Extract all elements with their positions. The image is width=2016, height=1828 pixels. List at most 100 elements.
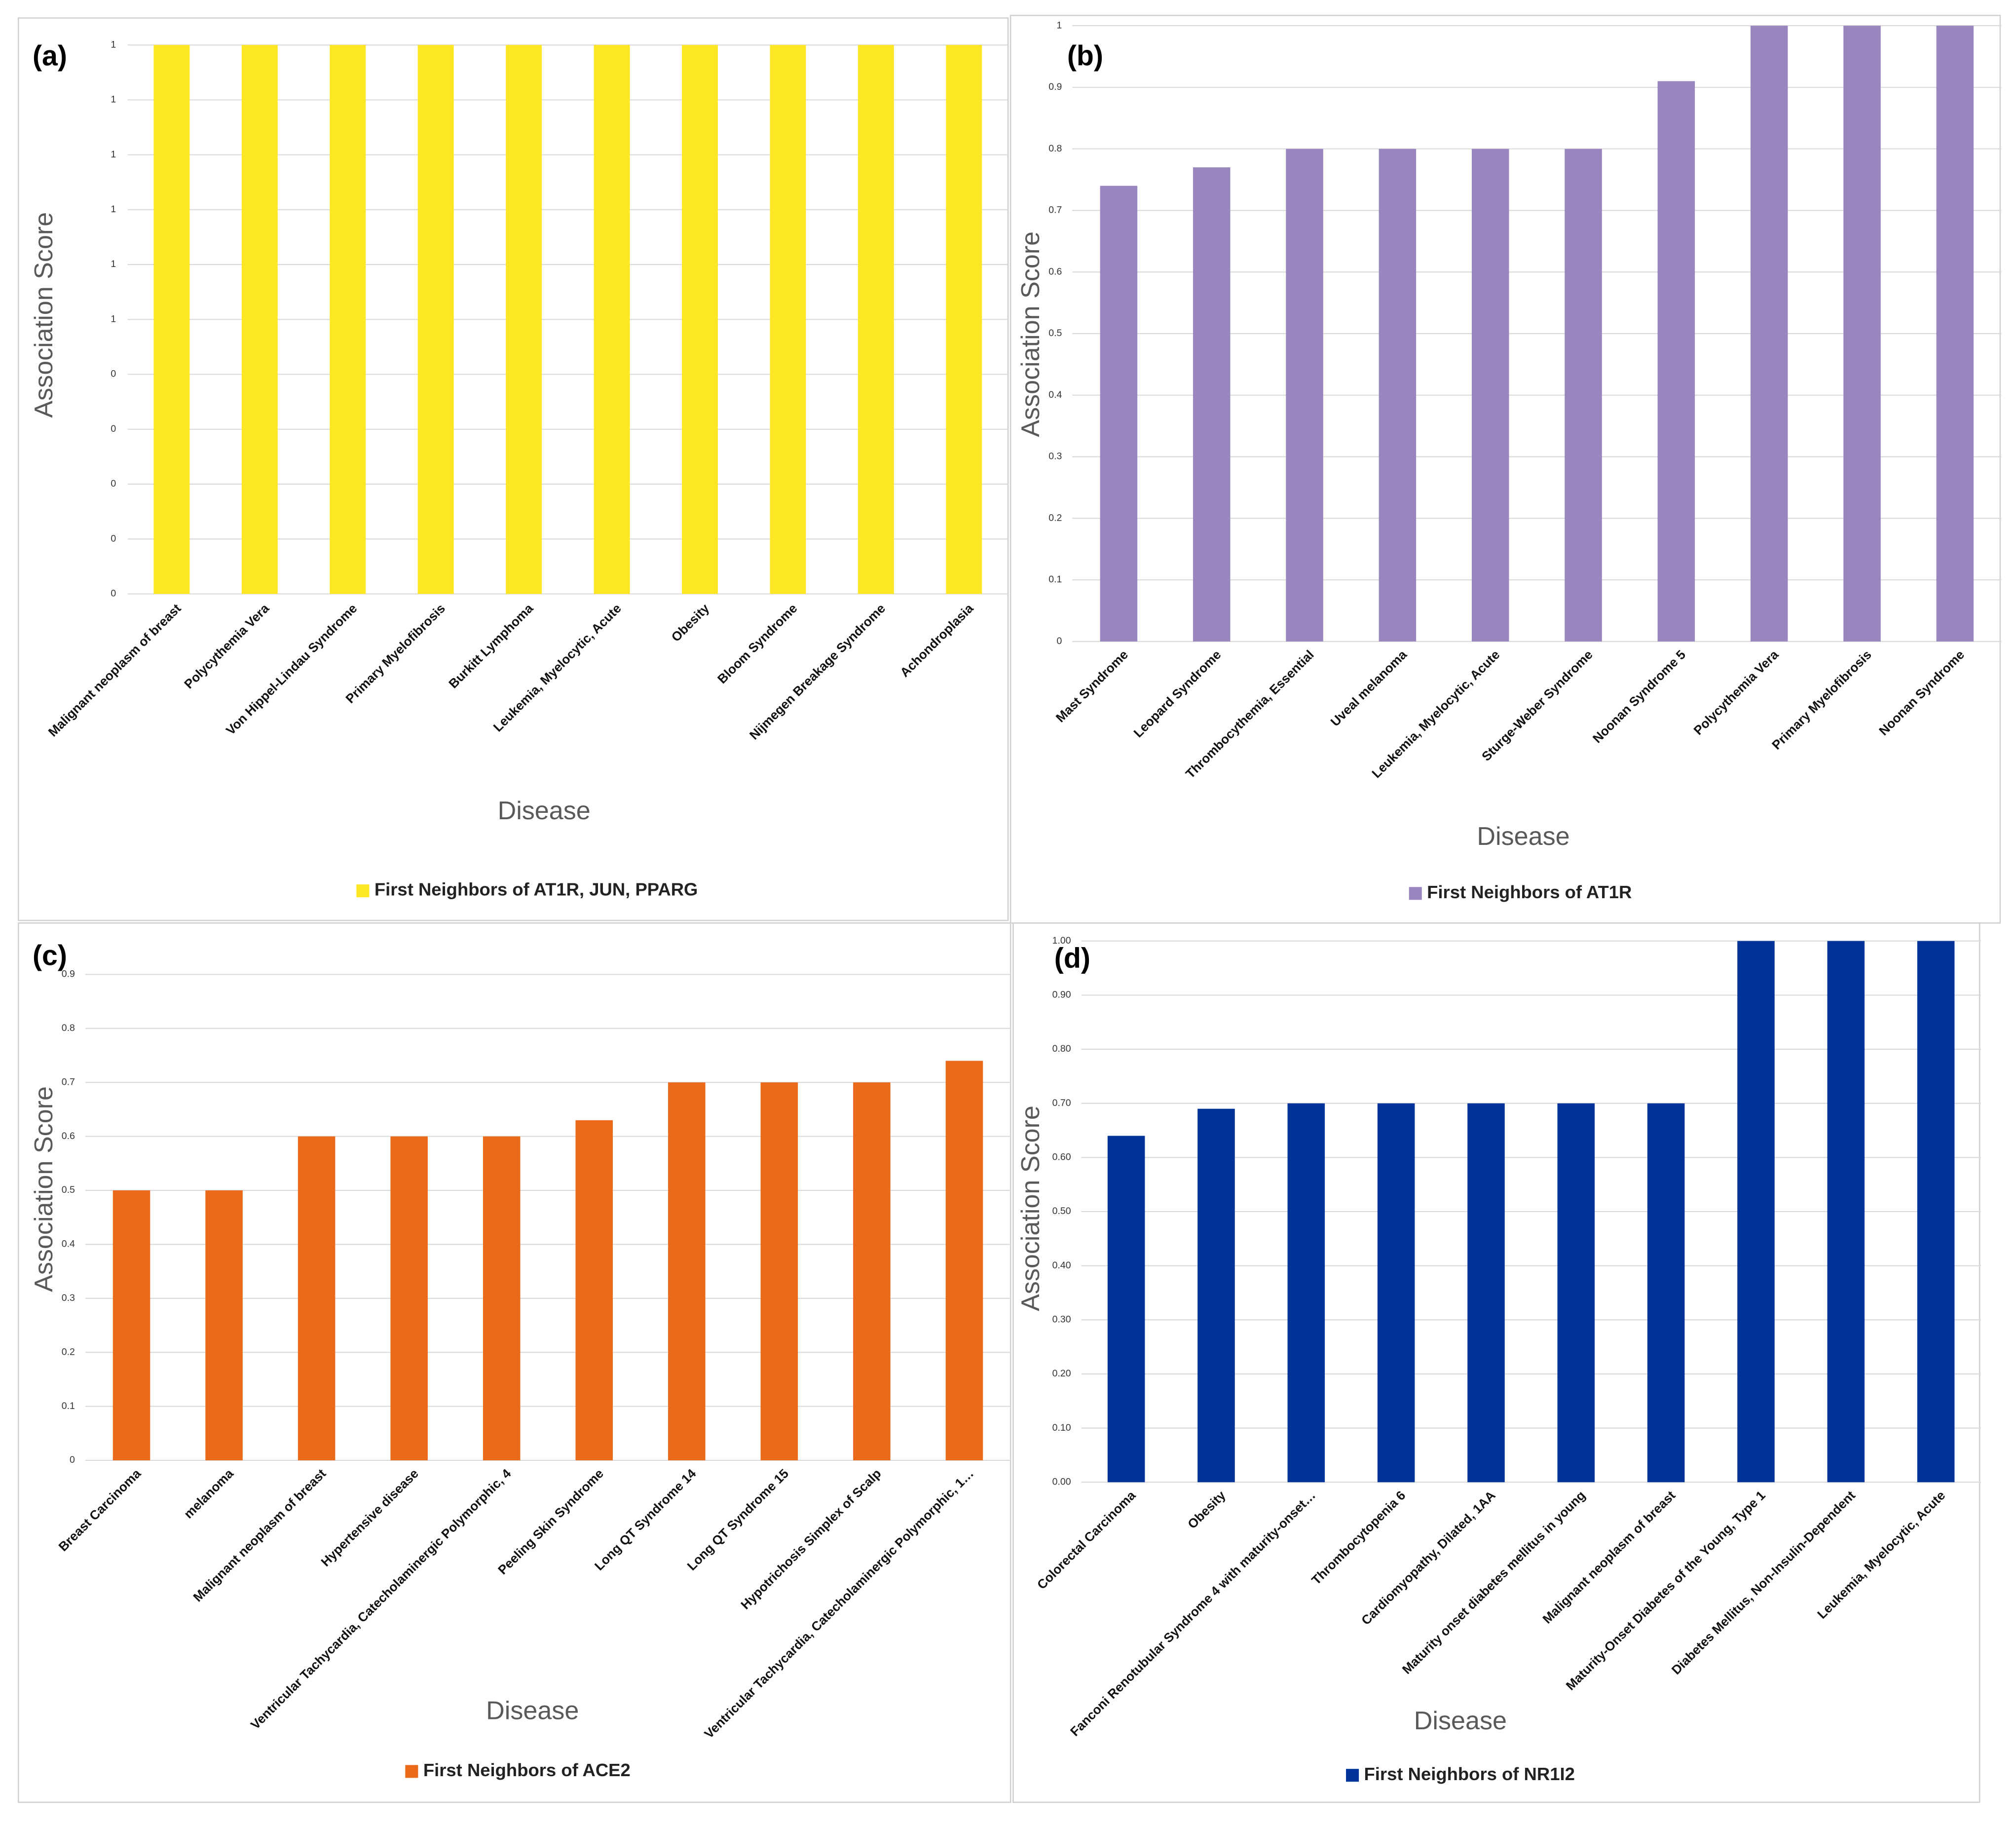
panel-label: (c) (33, 940, 67, 972)
y-tick-label: 0 (111, 533, 116, 544)
x-axis-title: Disease (486, 1696, 579, 1725)
x-tick-label: Peeling Skin Syndrome (495, 1466, 606, 1577)
bar (1917, 941, 1955, 1483)
x-tick-label: melanoma (181, 1466, 237, 1522)
y-tick-label: 1 (111, 39, 116, 50)
y-tick-label: 0.7 (62, 1076, 75, 1087)
panel-label: (a) (33, 40, 67, 72)
x-tick-label: Long QT Syndrome 15 (684, 1466, 792, 1573)
bar (946, 45, 982, 594)
x-tick-label: Uveal melanoma (1328, 647, 1410, 729)
legend-swatch (405, 1765, 418, 1778)
legend-swatch (1346, 1769, 1359, 1782)
x-tick-label: Bloom Syndrome (714, 601, 800, 686)
legend-label: First Neighbors of AT1R, JUN, PPARG (374, 879, 698, 900)
y-tick-label: 0.00 (1052, 1476, 1071, 1487)
x-tick-label: Achondroplasia (897, 601, 976, 680)
x-tick-label: Obesity (1185, 1487, 1229, 1531)
y-tick-label: 0.3 (1048, 451, 1062, 462)
y-tick-label: 0.90 (1052, 990, 1071, 1000)
panel-border (1012, 922, 1980, 1803)
bar (853, 1082, 891, 1461)
y-tick-label: 0.8 (1048, 143, 1062, 154)
x-tick-label: Diabetes Mellitus, Non-Insulin-Dependent (1669, 1487, 1858, 1677)
legend-swatch (356, 884, 370, 898)
bar (417, 45, 454, 594)
bar (1827, 941, 1865, 1483)
y-tick-label: 0.5 (1048, 328, 1062, 339)
y-tick-label: 0.80 (1052, 1043, 1071, 1054)
bar (1557, 1103, 1595, 1483)
bar (330, 45, 366, 594)
x-tick-label: Leopard Syndrome (1131, 647, 1224, 740)
y-tick-label: 1 (111, 149, 116, 160)
x-tick-label: Noonan Syndrome (1876, 647, 1967, 738)
bar (1377, 1103, 1415, 1483)
y-tick-label: 0.40 (1052, 1260, 1071, 1271)
x-axis-title: Disease (498, 797, 591, 825)
y-tick-label: 0.3 (62, 1293, 75, 1303)
y-tick-label: 0.4 (62, 1239, 75, 1250)
y-tick-label: 0.9 (1048, 81, 1062, 92)
y-tick-label: 0.8 (62, 1023, 75, 1033)
bar (205, 1190, 243, 1461)
bar (298, 1136, 336, 1461)
x-tick-label: Sturge-Weber Syndrome (1479, 647, 1596, 764)
bar (1737, 941, 1775, 1483)
x-tick-label: Burkitt Lymphoma (446, 601, 536, 691)
x-tick-label: Mast Syndrome (1053, 647, 1131, 725)
y-tick-label: 0 (111, 369, 116, 380)
y-tick-label: 0.6 (62, 1131, 75, 1142)
legend-label: First Neighbors of AT1R (1427, 882, 1632, 902)
bar (594, 45, 630, 594)
x-tick-label: Obesity (669, 601, 712, 645)
y-tick-label: 1.00 (1052, 935, 1071, 946)
bar (575, 1120, 613, 1461)
bar (1471, 149, 1509, 642)
x-tick-label: Polycythemia Vera (1691, 647, 1782, 738)
x-tick-label: Primary Myelofibrosis (342, 601, 448, 706)
bar (1843, 26, 1881, 642)
bar (1379, 149, 1417, 642)
y-tick-label: 0 (1057, 636, 1062, 647)
y-tick-label: 0.7 (1048, 205, 1062, 216)
bar (390, 1136, 428, 1461)
bar (945, 1061, 983, 1461)
legend-swatch (1409, 887, 1422, 900)
panel-label: (b) (1067, 40, 1103, 72)
x-tick-label: Breast Carcinoma (56, 1466, 144, 1554)
bar (1565, 149, 1602, 642)
y-tick-label: 0 (111, 478, 116, 489)
y-axis-title: Association Score (1016, 1105, 1045, 1311)
y-tick-label: 0.5 (62, 1184, 75, 1195)
bar (858, 45, 894, 594)
bar (153, 45, 190, 594)
panel-label: (d) (1054, 943, 1090, 974)
y-tick-label: 0.20 (1052, 1368, 1071, 1379)
y-tick-label: 0.30 (1052, 1314, 1071, 1325)
x-tick-label: Maturity-Onset Diabetes of the Young, Ty… (1563, 1488, 1768, 1693)
y-tick-label: 1 (1057, 20, 1062, 31)
x-axis-title: Disease (1414, 1707, 1507, 1735)
x-tick-label: Maturity onset diabetes mellitus in youn… (1399, 1488, 1588, 1677)
y-tick-label: 1 (111, 313, 116, 324)
bar (1197, 1108, 1235, 1483)
bar (1286, 149, 1323, 642)
x-tick-label: Colorectal Carcinoma (1034, 1487, 1139, 1592)
x-tick-label: Polycythemia Vera (181, 601, 272, 691)
bar (241, 45, 278, 594)
bar (760, 1082, 798, 1461)
y-axis-title: Association Score (30, 1086, 58, 1292)
x-tick-label: Primary Myelofibrosis (1769, 647, 1874, 753)
bar (1287, 1103, 1325, 1483)
y-tick-label: 0.9 (62, 969, 75, 980)
bar (506, 45, 542, 594)
bar (1100, 186, 1138, 642)
bar (770, 45, 806, 594)
bar (483, 1136, 521, 1461)
y-tick-label: 1 (111, 259, 116, 269)
legend-label: First Neighbors of ACE2 (423, 1760, 631, 1780)
bar (1750, 26, 1788, 642)
bar (1107, 1136, 1145, 1483)
